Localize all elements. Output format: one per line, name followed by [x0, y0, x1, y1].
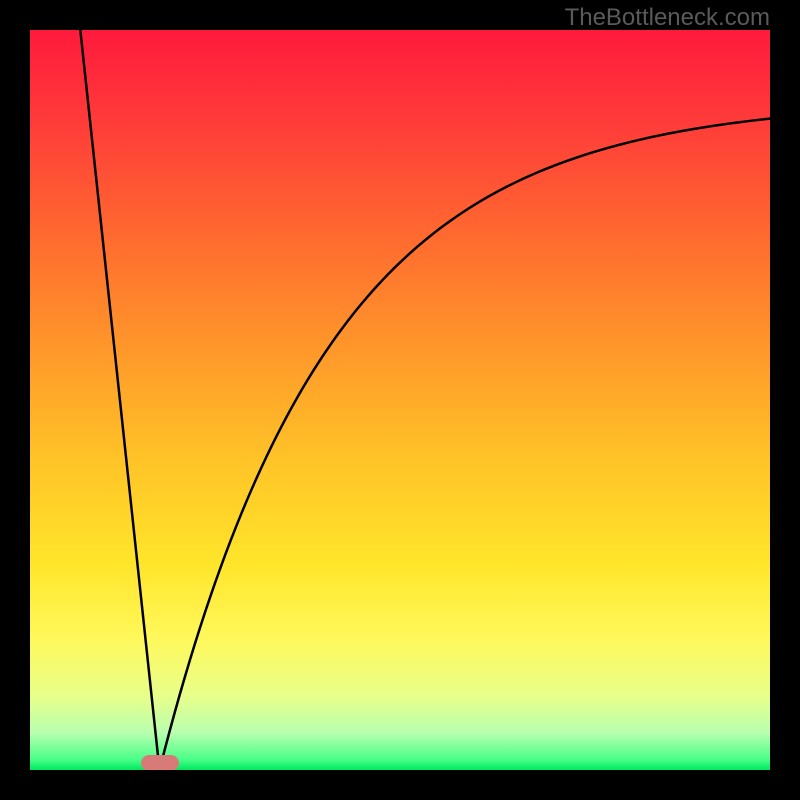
curve-path [80, 30, 770, 770]
chart-frame: TheBottleneck.com [0, 0, 800, 800]
watermark-text: TheBottleneck.com [565, 4, 770, 32]
bottleneck-curve [30, 30, 770, 770]
plot-area [30, 30, 770, 770]
vertex-marker [141, 755, 179, 770]
